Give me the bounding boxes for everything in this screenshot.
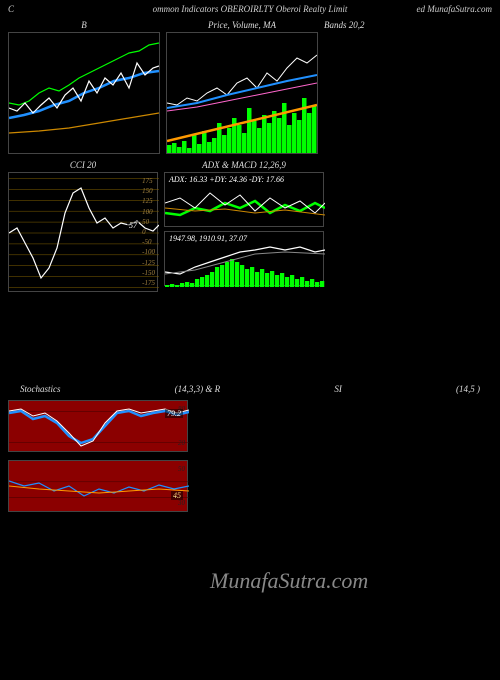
stoch-titles: Stochastics (14,3,3) & R SI (14,5 ) [8,382,492,396]
panel-adx: ADX: 16.33 +DY: 24.36 -DY: 17.66 [164,172,324,227]
panel-cci-wrap: CCI 20 175150125100500-50-100-125-150-17… [8,158,158,292]
panel-cci-title: CCI 20 [8,158,158,172]
stoch-slow-cursor: 45 [171,491,183,500]
panel-price [166,32,318,154]
header-right: ed MunafaSutra.com [417,4,493,14]
panel-adx-title: ADX & MACD 12,26,9 [164,158,324,172]
panel-price-wrap: Price, Volume, MA [166,18,318,154]
adx-label: ADX: 16.33 +DY: 24.36 -DY: 17.66 [169,175,284,184]
panel-b-title: B [8,18,160,32]
stoch-title-params: (14,3,3) & R [175,384,221,394]
panel-adx-macd-wrap: ADX & MACD 12,26,9 ADX: 16.33 +DY: 24.36… [164,158,324,292]
stoch-slow-ticks: 5030 [178,461,185,511]
panel-bands-title: Bands 20,2 [324,18,365,32]
watermark: MunafaSutra.com [210,568,368,594]
row-1: B Price, Volume, MA Bands 20,2 [0,18,500,154]
panel-price-title: Price, Volume, MA [166,18,318,32]
panel-stoch-fast: 8020 79.2 [8,400,188,452]
macd-label: 1947.98, 1910.91, 37.07 [169,234,247,243]
panel-cci: 175150125100500-50-100-125-150-175 57 [8,172,158,292]
panel-b [8,32,160,154]
cci-y-labels: 175150125100500-50-100-125-150-175 [142,173,155,291]
stoch-title-right: (14,5 ) [456,384,480,394]
panel-bands-wrap: Bands 20,2 [324,18,365,154]
stoch-title-left: Stochastics [20,384,61,394]
panel-b-wrap: B [8,18,160,154]
cci-cursor: 57 [127,221,139,230]
header-center: ommon Indicators OBEROIRLTY Oberoi Realt… [153,4,348,14]
panel-stoch-slow: 5030 45 [8,460,188,512]
stoch-title-mid: SI [334,384,342,394]
panel-macd: 1947.98, 1910.91, 37.07 [164,231,324,286]
row-2: CCI 20 175150125100500-50-100-125-150-17… [0,158,500,292]
stoch-fast-cursor: 79.2 [165,409,183,418]
header-left: C [8,4,14,14]
stoch-section: Stochastics (14,3,3) & R SI (14,5 ) 8020… [0,382,500,512]
page-header: C ommon Indicators OBEROIRLTY Oberoi Rea… [0,0,500,18]
